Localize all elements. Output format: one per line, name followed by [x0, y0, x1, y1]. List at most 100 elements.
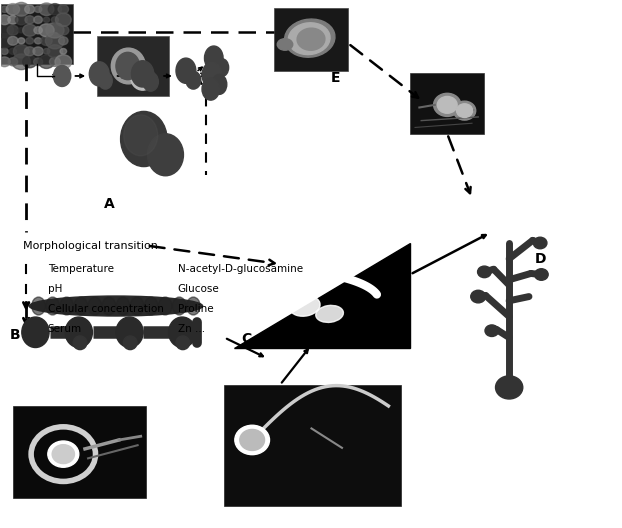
Ellipse shape	[290, 296, 320, 316]
Circle shape	[0, 3, 12, 16]
Circle shape	[457, 104, 473, 117]
Circle shape	[24, 57, 35, 67]
Circle shape	[39, 24, 53, 36]
Ellipse shape	[187, 297, 200, 315]
Ellipse shape	[316, 305, 343, 323]
Text: Zn ...: Zn ...	[178, 324, 205, 334]
Ellipse shape	[285, 19, 335, 57]
Circle shape	[57, 56, 69, 67]
Circle shape	[434, 93, 461, 116]
Ellipse shape	[88, 297, 101, 315]
Circle shape	[39, 13, 55, 26]
Circle shape	[20, 43, 40, 60]
Ellipse shape	[277, 39, 293, 50]
Ellipse shape	[131, 61, 154, 87]
Circle shape	[49, 36, 60, 45]
Circle shape	[42, 47, 52, 55]
Circle shape	[6, 56, 20, 68]
Circle shape	[29, 2, 47, 17]
Ellipse shape	[288, 23, 330, 54]
Ellipse shape	[202, 62, 222, 88]
Circle shape	[534, 269, 548, 280]
Circle shape	[48, 14, 62, 26]
Ellipse shape	[22, 317, 49, 347]
Circle shape	[533, 237, 547, 249]
Text: Proline: Proline	[178, 304, 213, 314]
Circle shape	[40, 4, 53, 15]
Circle shape	[51, 6, 58, 13]
Circle shape	[471, 290, 486, 303]
Circle shape	[24, 36, 35, 45]
Ellipse shape	[65, 317, 93, 347]
Ellipse shape	[169, 317, 196, 347]
Circle shape	[22, 13, 38, 26]
Polygon shape	[234, 243, 410, 348]
Ellipse shape	[102, 297, 116, 315]
Ellipse shape	[90, 62, 109, 86]
Text: D: D	[534, 252, 546, 266]
Circle shape	[34, 48, 42, 55]
Circle shape	[6, 24, 20, 36]
Circle shape	[6, 34, 21, 47]
Circle shape	[47, 45, 63, 58]
Circle shape	[437, 97, 457, 114]
Circle shape	[56, 3, 70, 15]
Circle shape	[22, 24, 38, 37]
Circle shape	[22, 2, 38, 16]
Text: Serum: Serum	[48, 324, 82, 334]
Text: A: A	[104, 196, 115, 211]
Ellipse shape	[205, 46, 223, 70]
Ellipse shape	[130, 297, 144, 315]
Ellipse shape	[135, 69, 151, 86]
Circle shape	[52, 445, 75, 464]
Circle shape	[0, 34, 12, 48]
Ellipse shape	[186, 71, 201, 89]
Text: C: C	[241, 332, 251, 346]
Text: pH: pH	[48, 284, 62, 294]
Circle shape	[12, 44, 30, 59]
Ellipse shape	[124, 115, 158, 156]
Ellipse shape	[147, 134, 183, 176]
Ellipse shape	[99, 72, 112, 89]
Circle shape	[29, 33, 47, 49]
Text: Temperature: Temperature	[48, 264, 114, 274]
Text: E: E	[331, 71, 340, 84]
Circle shape	[3, 12, 22, 28]
Ellipse shape	[29, 296, 203, 316]
Circle shape	[58, 15, 68, 24]
Circle shape	[478, 266, 491, 278]
Ellipse shape	[116, 297, 130, 315]
Ellipse shape	[144, 297, 158, 315]
Ellipse shape	[32, 297, 45, 315]
Circle shape	[29, 54, 47, 69]
Circle shape	[0, 43, 14, 59]
Ellipse shape	[172, 297, 186, 315]
Ellipse shape	[202, 78, 220, 100]
Ellipse shape	[46, 297, 60, 315]
Circle shape	[496, 376, 522, 399]
Ellipse shape	[111, 48, 146, 84]
Text: Glucose: Glucose	[178, 284, 220, 294]
Bar	[274, 8, 348, 71]
Text: N-acetyl-D-glucosamine: N-acetyl-D-glucosamine	[178, 264, 303, 274]
Circle shape	[453, 101, 476, 120]
Circle shape	[13, 34, 29, 48]
Circle shape	[485, 325, 499, 336]
Circle shape	[53, 43, 73, 60]
Ellipse shape	[74, 297, 88, 315]
Bar	[225, 385, 401, 506]
Ellipse shape	[116, 317, 143, 347]
Ellipse shape	[53, 65, 71, 87]
Ellipse shape	[297, 28, 325, 50]
Circle shape	[17, 27, 26, 34]
Ellipse shape	[143, 72, 159, 91]
Circle shape	[31, 14, 45, 26]
Text: Morphological transition: Morphological transition	[23, 241, 158, 251]
Ellipse shape	[259, 283, 295, 308]
Circle shape	[55, 34, 72, 48]
Ellipse shape	[60, 297, 73, 315]
Circle shape	[60, 27, 67, 33]
Bar	[98, 35, 169, 96]
Circle shape	[0, 57, 10, 67]
Text: Cellular concentration: Cellular concentration	[48, 304, 164, 314]
